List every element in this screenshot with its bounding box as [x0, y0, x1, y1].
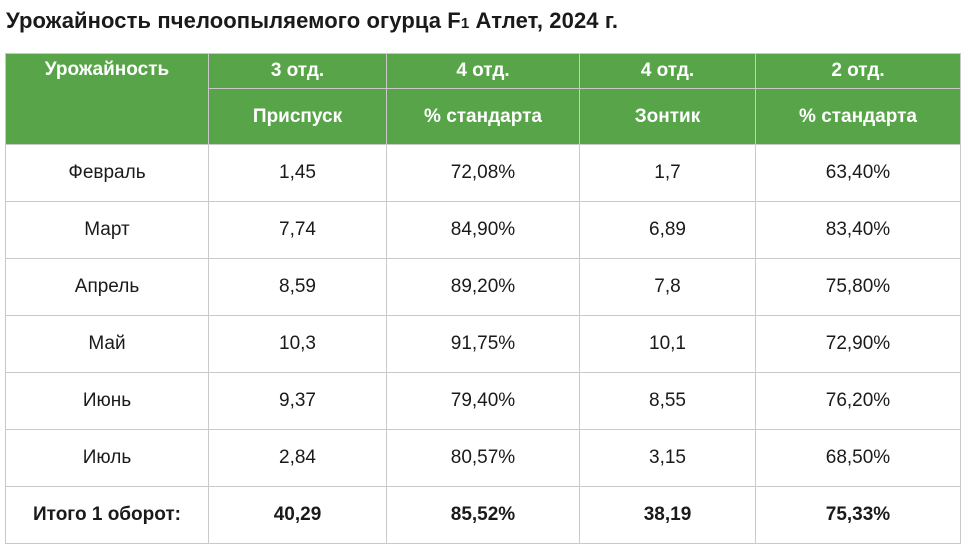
- title-subscript: 1: [460, 15, 470, 32]
- table-cell: 7,8: [579, 258, 756, 316]
- table-cell: 75,80%: [755, 258, 961, 316]
- table-cell: 79,40%: [386, 372, 580, 430]
- header-pct-standard-a: % стандарта: [386, 88, 580, 145]
- table-cell: 63,40%: [755, 144, 961, 202]
- table-cell: 8,55: [579, 372, 756, 430]
- table-cell: 72,90%: [755, 315, 961, 373]
- table-row: Март 7,74 84,90% 6,89 83,40%: [5, 201, 961, 259]
- yield-table: Урожайность 3 отд. 4 отд. 4 отд. 2 отд. …: [5, 53, 961, 544]
- table-cell: 91,75%: [386, 315, 580, 373]
- table-cell: 8,59: [208, 258, 387, 316]
- table-header: Урожайность 3 отд. 4 отд. 4 отд. 2 отд. …: [5, 53, 961, 145]
- table-cell: 3,15: [579, 429, 756, 487]
- title-main: Урожайность пчелоопыляемого огурца F: [6, 8, 461, 33]
- table-cell: 6,89: [579, 201, 756, 259]
- table-cell: 84,90%: [386, 201, 580, 259]
- total-cell: 85,52%: [386, 486, 580, 544]
- table-cell: 10,1: [579, 315, 756, 373]
- row-month: Апрель: [5, 258, 209, 316]
- total-cell: 75,33%: [755, 486, 961, 544]
- title-rest: Атлет, 2024 г.: [469, 8, 619, 33]
- total-cell: 38,19: [579, 486, 756, 544]
- row-month: Июль: [5, 429, 209, 487]
- header-yield: Урожайность: [5, 53, 209, 145]
- table-cell: 1,45: [208, 144, 387, 202]
- header-dept-3: 3 отд.: [208, 53, 387, 89]
- row-month: Февраль: [5, 144, 209, 202]
- header-row-departments: Урожайность 3 отд. 4 отд. 4 отд. 2 отд.: [5, 53, 961, 145]
- table-cell: 89,20%: [386, 258, 580, 316]
- table-cell: 72,08%: [386, 144, 580, 202]
- table-cell: 10,3: [208, 315, 387, 373]
- header-dept-4b: 4 отд.: [579, 53, 756, 89]
- header-pct-standard-b: % стандарта: [755, 88, 961, 145]
- table-row: Май 10,3 91,75% 10,1 72,90%: [5, 315, 961, 373]
- table-row: Июнь 9,37 79,40% 8,55 76,20%: [5, 372, 961, 430]
- table-cell: 2,84: [208, 429, 387, 487]
- header-dept-2: 2 отд.: [755, 53, 961, 89]
- header-row-methods: Приспуск % стандарта Зонтик % стандарта: [6, 88, 961, 145]
- table-cell: 7,74: [208, 201, 387, 259]
- header-dept-4a: 4 отд.: [386, 53, 580, 89]
- header-zontik: Зонтик: [579, 88, 756, 145]
- page-title: Урожайность пчелоопыляемого огурца F1 Ат…: [6, 8, 618, 34]
- table-cell: 83,40%: [755, 201, 961, 259]
- table-cell: 68,50%: [755, 429, 961, 487]
- total-cell: 40,29: [208, 486, 387, 544]
- row-month: Март: [5, 201, 209, 259]
- header-prispusk: Приспуск: [208, 88, 387, 145]
- table-row: Февраль 1,45 72,08% 1,7 63,40%: [5, 144, 961, 202]
- table-row: Апрель 8,59 89,20% 7,8 75,80%: [5, 258, 961, 316]
- table-cell: 1,7: [579, 144, 756, 202]
- table-body: Февраль 1,45 72,08% 1,7 63,40% Март 7,74…: [5, 144, 961, 544]
- table-cell: 80,57%: [386, 429, 580, 487]
- total-row: Итого 1 оборот: 40,29 85,52% 38,19 75,33…: [5, 486, 961, 544]
- total-label: Итого 1 оборот:: [5, 486, 209, 544]
- row-month: Май: [5, 315, 209, 373]
- row-month: Июнь: [5, 372, 209, 430]
- table-cell: 9,37: [208, 372, 387, 430]
- table-cell: 76,20%: [755, 372, 961, 430]
- table-row: Июль 2,84 80,57% 3,15 68,50%: [5, 429, 961, 487]
